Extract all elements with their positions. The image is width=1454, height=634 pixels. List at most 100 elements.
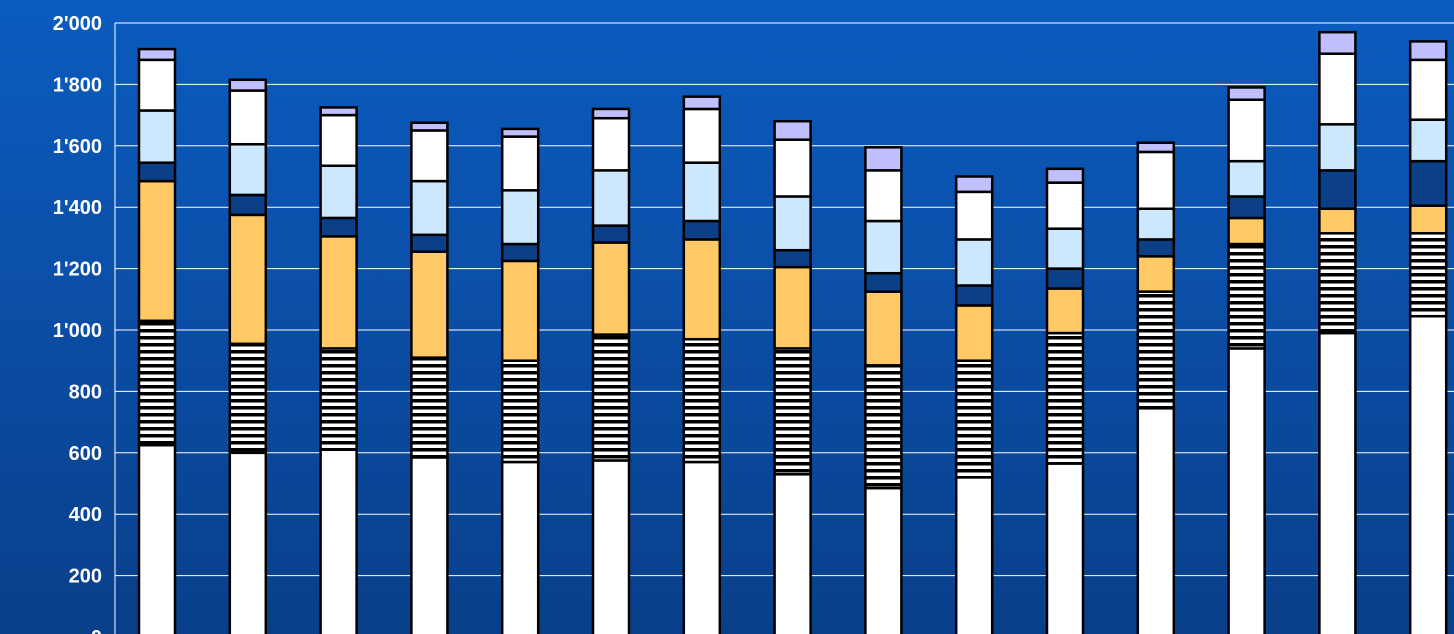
bar-segment bbox=[864, 486, 903, 634]
bar-segment bbox=[682, 107, 722, 164]
bar-segment bbox=[228, 78, 268, 92]
bar-segment bbox=[954, 476, 994, 634]
bar-segment bbox=[1408, 232, 1448, 318]
y-tick-label: 0 bbox=[91, 627, 102, 634]
bar-segment bbox=[410, 250, 449, 359]
bar-stack bbox=[954, 175, 994, 634]
bar-segment bbox=[1318, 52, 1357, 126]
bars bbox=[137, 30, 1448, 634]
bar-stack bbox=[864, 146, 903, 634]
bar-segment bbox=[1408, 314, 1448, 634]
bar-segment bbox=[500, 460, 540, 634]
bar-stack bbox=[410, 121, 449, 634]
bar-segment bbox=[137, 443, 177, 634]
bar-segment bbox=[954, 304, 994, 362]
bar-segment bbox=[500, 127, 540, 138]
bar-stack bbox=[1045, 167, 1085, 634]
bar-segment bbox=[1318, 232, 1357, 335]
y-axis: 0 200 400 600 800 1'000 1'200 1'400 1'600 1'800 2'… bbox=[53, 13, 116, 634]
bar-segment bbox=[1045, 181, 1085, 230]
bar-stack bbox=[1408, 40, 1448, 634]
bar-segment bbox=[773, 195, 812, 252]
bar-segment bbox=[500, 259, 540, 362]
bar-segment bbox=[1045, 167, 1085, 184]
bar-stack bbox=[228, 78, 268, 634]
bar-segment bbox=[228, 213, 268, 346]
bar-segment bbox=[319, 113, 358, 168]
bar-segment bbox=[500, 359, 540, 464]
bar-segment bbox=[954, 359, 994, 479]
bar-segment bbox=[137, 319, 177, 447]
bar-segment bbox=[591, 224, 631, 244]
y-tick-label: 800 bbox=[69, 381, 102, 403]
bar-segment bbox=[682, 238, 722, 341]
bar-segment bbox=[1408, 204, 1448, 235]
bar-segment bbox=[1227, 216, 1266, 246]
y-tick-label: 1'400 bbox=[53, 197, 102, 219]
bar-segment bbox=[410, 233, 449, 253]
bar-segment bbox=[773, 138, 812, 198]
bar-segment bbox=[1227, 86, 1266, 102]
bar-segment bbox=[228, 342, 268, 455]
bar-segment bbox=[1045, 331, 1085, 465]
bar-segment bbox=[228, 193, 268, 217]
bar-segment bbox=[1227, 98, 1266, 163]
bar-stack bbox=[682, 95, 722, 634]
bar-stack bbox=[1136, 141, 1176, 634]
y-tick-label: 1'800 bbox=[53, 74, 102, 96]
bar-segment bbox=[319, 448, 358, 634]
bar-segment bbox=[410, 179, 449, 237]
bar-segment bbox=[319, 164, 358, 220]
bar-segment bbox=[591, 241, 631, 336]
bar-segment bbox=[773, 473, 812, 634]
bar-segment bbox=[410, 129, 449, 183]
bar-segment bbox=[1045, 227, 1085, 270]
bar-segment bbox=[137, 161, 177, 183]
bar-segment bbox=[864, 146, 903, 172]
bar-segment bbox=[954, 284, 994, 307]
bar-stack bbox=[773, 119, 812, 634]
bar-segment bbox=[1136, 141, 1176, 154]
bar-segment bbox=[591, 116, 631, 172]
bar-segment bbox=[228, 89, 268, 146]
bar-segment bbox=[1227, 195, 1266, 220]
bar-stack bbox=[137, 47, 177, 634]
bar-segment bbox=[1045, 267, 1085, 290]
y-tick-label: 200 bbox=[69, 566, 102, 588]
bar-segment bbox=[682, 460, 722, 634]
bar-segment bbox=[319, 106, 358, 117]
bar-segment bbox=[1318, 30, 1357, 55]
bar-segment bbox=[410, 121, 449, 132]
bar-segment bbox=[773, 347, 812, 476]
bar-segment bbox=[1318, 331, 1357, 634]
bar-segment bbox=[137, 47, 177, 62]
bar-segment bbox=[410, 356, 449, 459]
bar-segment bbox=[1136, 290, 1176, 410]
bar-segment bbox=[137, 179, 177, 323]
bar-segment bbox=[410, 456, 449, 634]
bar-segment bbox=[1136, 150, 1176, 210]
bar-stack bbox=[1227, 86, 1266, 634]
bar-segment bbox=[773, 119, 812, 141]
bar-segment bbox=[864, 364, 903, 490]
y-tick-label: 2'000 bbox=[53, 13, 102, 35]
bar-segment bbox=[1408, 40, 1448, 62]
bar-segment bbox=[773, 265, 812, 350]
bar-stack bbox=[319, 106, 358, 634]
bar-segment bbox=[954, 238, 994, 287]
bar-segment bbox=[864, 290, 903, 367]
bar-stack bbox=[591, 107, 631, 634]
bar-segment bbox=[1227, 242, 1266, 350]
bar-segment bbox=[954, 175, 994, 194]
bar-segment bbox=[591, 169, 631, 227]
bar-segment bbox=[682, 95, 722, 111]
y-tick-label: 1'200 bbox=[53, 259, 102, 281]
bar-segment bbox=[773, 248, 812, 269]
bar-segment bbox=[1318, 207, 1357, 235]
bar-segment bbox=[1227, 159, 1266, 198]
bar-segment bbox=[319, 216, 358, 238]
bar-segment bbox=[1136, 207, 1176, 241]
bar-segment bbox=[228, 143, 268, 197]
